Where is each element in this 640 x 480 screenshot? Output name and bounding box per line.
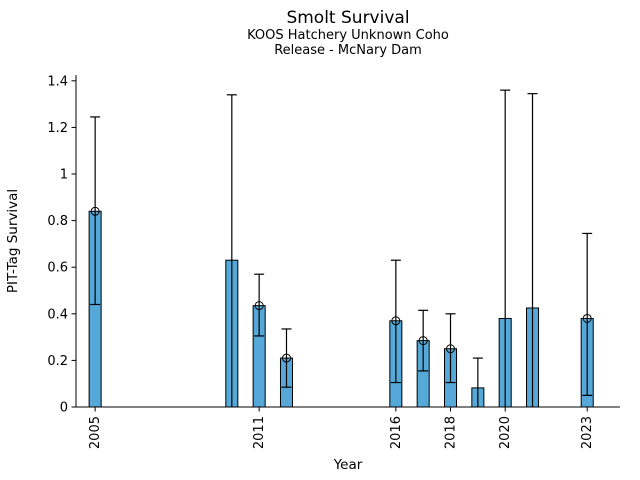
- y-axis-label: PIT-Tag Survival: [5, 189, 21, 293]
- x-tick-label: 2023: [580, 416, 595, 449]
- x-tick-label: 2011: [252, 416, 267, 449]
- x-axis-label: Year: [333, 457, 363, 473]
- point-estimate-marker: [582, 313, 592, 323]
- point-estimate-marker: [90, 206, 100, 216]
- y-tick-label: 0.4: [47, 307, 68, 322]
- y-tick-label: 1.4: [47, 74, 68, 89]
- point-estimate-marker: [446, 344, 456, 354]
- y-tick-label: 0.6: [47, 261, 68, 276]
- point-estimate-marker: [254, 301, 264, 311]
- chart-subtitle-line2: Release - McNary Dam: [274, 43, 422, 59]
- y-tick-label: 0.2: [47, 354, 68, 369]
- x-tick-label: 2018: [444, 416, 459, 449]
- y-tick-label: 0: [60, 401, 68, 416]
- x-tick-label: 2016: [389, 416, 404, 449]
- y-tick-label: 1.2: [47, 121, 68, 136]
- point-estimate-marker: [391, 316, 401, 326]
- x-tick-label: 2020: [498, 416, 513, 449]
- point-estimate-marker: [418, 336, 428, 346]
- chart-header: Smolt Survival KOOS Hatchery Unknown Coh…: [76, 8, 620, 59]
- x-tick-label: 2005: [88, 416, 103, 449]
- y-tick-label: 0.8: [47, 214, 68, 229]
- y-tick-label: 1: [60, 168, 68, 183]
- point-estimate-marker: [281, 353, 291, 363]
- chart-title: Smolt Survival: [286, 8, 410, 28]
- chart-subtitle-line1: KOOS Hatchery Unknown Coho: [247, 28, 449, 44]
